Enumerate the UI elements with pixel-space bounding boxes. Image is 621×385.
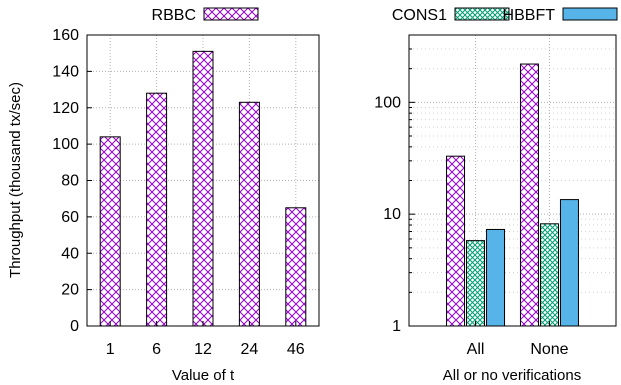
- left-y-tick-label: 60: [61, 209, 79, 226]
- left-legend: RBBC: [152, 7, 259, 24]
- right-x-axis-label: All or no verifications: [443, 367, 581, 384]
- right-bars: [446, 63, 579, 327]
- legend-swatch-rbbc: [203, 7, 259, 21]
- bar-rbbc-t-1: [99, 136, 121, 327]
- legend-label-rbbc: RBBC: [152, 7, 196, 24]
- right-y-tick-label: 10: [383, 206, 401, 223]
- left-y-axis-label: Throughput (thousand tx/sec): [7, 82, 24, 278]
- bar-series0-none: [519, 63, 539, 327]
- legend-swatch-hbbft: [562, 7, 618, 21]
- left-x-tick-label: 24: [241, 341, 259, 358]
- bar-series1-none: [539, 223, 559, 327]
- left-y-tick-label: 160: [52, 27, 79, 44]
- right-plot-frame: [408, 34, 617, 327]
- bar-rbbc-t-6: [146, 92, 168, 327]
- left-y-tick-label: 40: [61, 245, 79, 262]
- legend-label-hbbft: HBBFT: [503, 7, 556, 24]
- right-y-tick-label: 1: [392, 318, 401, 335]
- left-y-tick-label: 0: [70, 318, 79, 335]
- left-chart: 0 20 40 60 80 100 120 140 160 1 6 12 24 46 Value of t…: [7, 7, 320, 384]
- right-x-tick-label: All: [467, 341, 485, 358]
- bar-series2-all: [486, 228, 506, 327]
- left-y-tick-label: 100: [52, 136, 79, 153]
- right-ticks: 1 10 100 All None: [374, 34, 569, 358]
- bar-rbbc-t-46: [285, 207, 307, 327]
- left-x-tick-label: 12: [194, 341, 212, 358]
- left-x-tick-label: 1: [106, 341, 115, 358]
- right-x-tick-label: None: [530, 341, 568, 358]
- left-y-tick-label: 140: [52, 63, 79, 80]
- bar-series0-all: [446, 155, 466, 327]
- left-x-axis-label: Value of t: [172, 367, 235, 384]
- right-y-tick-label: 100: [374, 94, 401, 111]
- bar-rbbc-t-24: [238, 101, 260, 327]
- bar-series2-none: [559, 199, 579, 327]
- left-ticks: 0 20 40 60 80 100 120 140 160 1 6 12 24 46: [52, 27, 305, 358]
- left-y-tick-label: 80: [61, 173, 79, 190]
- bar-series1-all: [466, 240, 486, 327]
- left-x-tick-label: 6: [152, 341, 161, 358]
- left-bars: [99, 50, 307, 327]
- left-y-tick-label: 120: [52, 100, 79, 117]
- legend-label-cons1: CONS1: [392, 7, 447, 24]
- legend-swatch-cons1: [454, 7, 510, 21]
- bar-rbbc-t-12: [192, 50, 214, 327]
- right-grid: [409, 34, 616, 326]
- left-x-tick-label: 46: [287, 341, 305, 358]
- right-legend: CONS1 HBBFT: [392, 7, 618, 24]
- right-chart: 1 10 100 All None All or no verifications CO…: [374, 7, 618, 384]
- left-y-tick-label: 20: [61, 282, 79, 299]
